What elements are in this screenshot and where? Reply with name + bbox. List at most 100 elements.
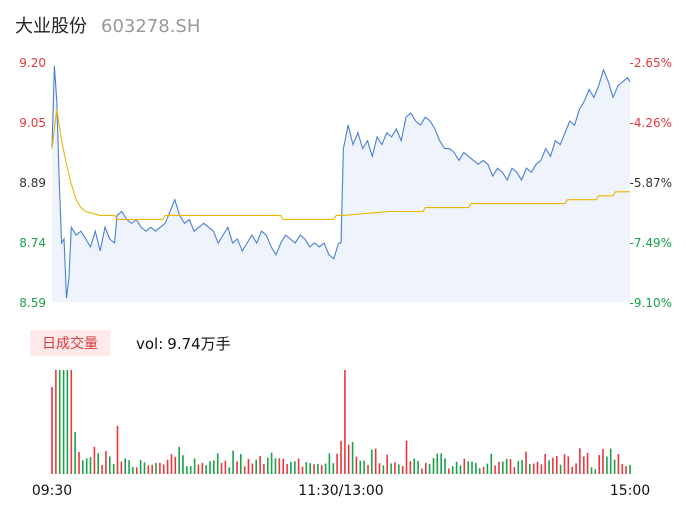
volume-bar — [297, 458, 300, 474]
price-tick-label: 8.59 — [19, 296, 46, 310]
volume-bar — [201, 462, 204, 474]
volume-bar — [432, 458, 435, 474]
volume-bar — [89, 457, 92, 474]
volume-bar — [552, 457, 554, 474]
volume-bar — [463, 458, 466, 474]
time-tick-label: 15:00 — [610, 483, 650, 499]
volume-bar — [116, 425, 119, 474]
volume-bar — [440, 453, 442, 474]
volume-bar — [579, 448, 581, 474]
volume-bar — [598, 455, 600, 474]
volume-bar — [382, 465, 385, 474]
volume-bar — [240, 454, 242, 474]
volume-bar — [78, 452, 80, 474]
volume-bar — [255, 459, 257, 474]
volume-bar — [405, 440, 408, 474]
volume-bar — [563, 454, 566, 474]
volume-bar — [251, 463, 254, 474]
volume-bar — [502, 461, 504, 474]
volume-bar — [143, 462, 146, 474]
volume-bar — [267, 457, 269, 474]
volume-bar — [471, 461, 473, 474]
time-tick-label: 09:30 — [32, 483, 72, 499]
volume-bar — [247, 459, 250, 474]
volume-bar — [544, 454, 546, 474]
volume-bar — [74, 432, 76, 474]
volume-bar — [525, 451, 527, 474]
volume-bar — [62, 370, 65, 474]
volume-value: 9.74万手 — [167, 334, 231, 353]
volume-readout: vol: 9.74万手 — [132, 333, 231, 354]
volume-bar — [159, 462, 161, 474]
volume-bar — [478, 468, 481, 474]
pct-tick-label: -5.87% — [630, 176, 672, 190]
volume-bar — [398, 464, 400, 474]
volume-bar — [309, 463, 311, 474]
volume-bar — [521, 459, 523, 474]
volume-bar — [467, 461, 469, 474]
volume-bar — [629, 464, 631, 474]
volume-bar — [532, 463, 535, 474]
price-tick-label: 8.74 — [19, 236, 46, 250]
volume-bar — [205, 465, 207, 474]
volume-bar — [236, 461, 238, 474]
volume-bar — [594, 469, 597, 474]
volume-bar — [575, 463, 577, 474]
volume-bar — [320, 465, 323, 474]
stock-name: 大业股份 — [15, 16, 87, 37]
volume-bar — [82, 460, 84, 474]
volume-bar — [317, 463, 319, 474]
volume-label: vol: — [136, 334, 164, 353]
volume-bar — [540, 464, 543, 474]
volume-bar — [124, 458, 126, 474]
pct-tick-label: -4.26% — [630, 116, 672, 130]
volume-bar — [216, 453, 219, 474]
volume-bar — [444, 458, 446, 474]
volume-bar — [436, 453, 439, 474]
volume-bar — [374, 448, 377, 474]
volume-bar — [243, 466, 246, 474]
pct-tick-label: -2.65% — [630, 56, 672, 70]
volume-bar — [93, 446, 96, 474]
volume-bar — [548, 460, 550, 474]
time-tick-label: 11:30/13:00 — [298, 483, 383, 499]
volume-bar — [363, 460, 365, 474]
volume-bar — [425, 462, 427, 474]
price-line — [51, 65, 631, 299]
volume-bar — [186, 466, 188, 474]
volume-bar — [513, 467, 516, 474]
volume-bar — [155, 462, 157, 474]
volume-bar — [559, 464, 562, 474]
volume-bar — [517, 461, 520, 474]
volume-bar — [213, 460, 215, 474]
volume-bar — [305, 462, 308, 474]
volume-bar — [475, 462, 477, 474]
volume-bar — [270, 452, 273, 474]
volume-bar — [417, 460, 419, 474]
pct-tick-label: -7.49% — [630, 236, 672, 250]
pct-tick-label: -9.10% — [630, 296, 672, 310]
volume-bar — [367, 464, 369, 474]
volume-bar — [85, 458, 88, 474]
volume-bar — [355, 456, 358, 474]
volume-bar — [490, 453, 493, 474]
volume-bar — [344, 370, 346, 474]
volume-bar — [220, 462, 223, 474]
volume-bar — [166, 459, 169, 474]
volume-bar — [70, 370, 73, 474]
volume-bar — [451, 466, 454, 474]
volume-bar — [51, 387, 53, 474]
volume-bar — [174, 456, 177, 474]
volume-bar — [351, 442, 354, 474]
volume-bar — [390, 463, 392, 474]
daily-volume-tab[interactable]: 日成交量 — [30, 330, 110, 356]
volume-bar — [128, 460, 130, 474]
stock-code: 603278.SH — [101, 16, 201, 37]
avg-price-line — [51, 109, 630, 220]
volume-bar — [109, 456, 111, 474]
volume-bar — [136, 467, 138, 474]
volume-bar — [197, 464, 200, 474]
volume-bar — [459, 465, 462, 474]
volume-bar — [621, 464, 624, 474]
